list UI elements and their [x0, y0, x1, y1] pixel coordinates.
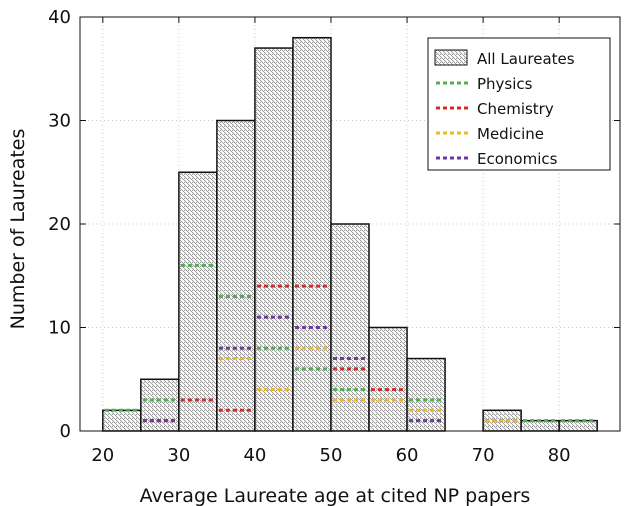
- histogram-bar: [254, 47, 294, 432]
- x-tick-label: 80: [548, 445, 571, 466]
- x-tick-label: 20: [91, 445, 114, 466]
- y-tick-label: 40: [48, 7, 71, 28]
- histogram-bar: [368, 326, 408, 432]
- x-tick-label: 30: [167, 445, 190, 466]
- x-tick-label: 60: [396, 445, 419, 466]
- histogram-bar: [178, 171, 218, 432]
- histogram-bar: [292, 36, 332, 432]
- histogram-bar: [102, 409, 142, 432]
- histogram-bar: [406, 357, 446, 432]
- legend-label: Medicine: [477, 125, 544, 143]
- y-tick-label: 0: [60, 421, 71, 442]
- series-lines: [104, 263, 596, 423]
- x-tick-label: 50: [320, 445, 343, 466]
- legend: All Laureates Physics Chemistry Medicine Eco…: [427, 37, 611, 171]
- x-axis-title: Average Laureate age at cited NP papers: [140, 485, 531, 506]
- histogram-bar: [216, 119, 256, 432]
- bars: [102, 36, 598, 432]
- y-axis-title: Number of Laureates: [7, 129, 29, 330]
- y-tick-label: 10: [48, 318, 71, 339]
- x-tick-label: 40: [243, 445, 266, 466]
- legend-label: Physics: [477, 75, 533, 93]
- legend-swatch-hatched: [434, 49, 468, 66]
- histogram-bar: [520, 419, 560, 432]
- legend-label: Economics: [477, 150, 558, 168]
- histogram-bar: [558, 419, 598, 432]
- y-tick-label: 20: [48, 214, 71, 235]
- x-tick-label: 70: [472, 445, 495, 466]
- axes: 20 30 40 50 60 70 80 0 10 20 30 40: [48, 7, 621, 466]
- histogram-bar: [140, 378, 180, 432]
- legend-label: Chemistry: [477, 100, 554, 118]
- y-tick-label: 30: [48, 111, 71, 132]
- legend-label: All Laureates: [477, 50, 575, 68]
